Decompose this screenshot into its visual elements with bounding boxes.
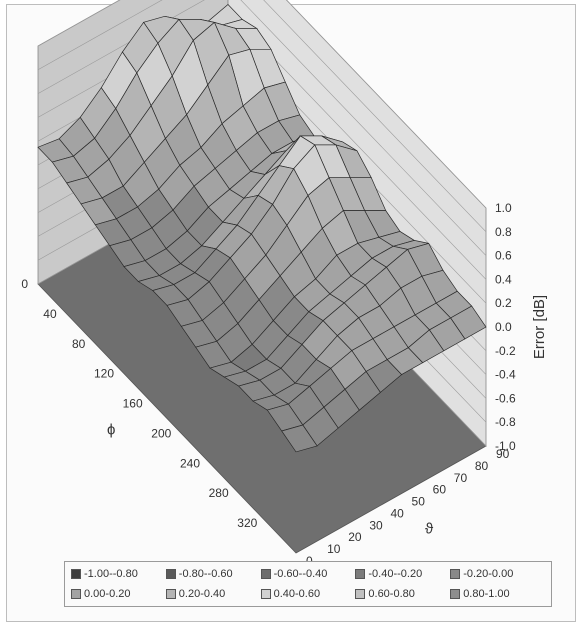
- z-tick-label: -0.8: [495, 415, 516, 429]
- legend-label: 0.20-0.40: [178, 588, 226, 600]
- legend-label: 0.80-1.00: [463, 588, 510, 600]
- legend-item: 0.80-1.00: [450, 584, 545, 604]
- x-tick-label: 0: [21, 277, 28, 291]
- legend-item: -0.40--0.20: [355, 564, 450, 584]
- surface-cell: [281, 424, 318, 453]
- x-tick-label: 120: [94, 367, 114, 381]
- legend-item: -0.20-0.00: [450, 564, 545, 584]
- legend-label: -0.80--0.60: [178, 568, 233, 580]
- z-tick-label: -0.4: [495, 368, 516, 382]
- y-tick-label: 10: [327, 542, 341, 556]
- legend-item: 0.20-0.40: [165, 584, 261, 604]
- legend-label: -1.00--0.80: [84, 568, 138, 580]
- x-tick-label: 80: [72, 337, 86, 351]
- legend-swatch: [71, 569, 81, 579]
- y-tick-label: 30: [369, 518, 383, 532]
- z-tick-label: 0.4: [495, 272, 512, 286]
- z-tick-label: -1.0: [495, 439, 516, 453]
- x-tick-label: 320: [237, 516, 257, 530]
- gridline: [37, 0, 487, 233]
- legend-swatch: [450, 569, 461, 579]
- legend-swatch: [71, 589, 81, 599]
- legend-label: 0.60-0.80: [368, 588, 415, 600]
- z-tick-label: 0.2: [495, 296, 512, 310]
- y-tick-label: 90: [496, 447, 510, 461]
- x-axis-title: ϕ: [107, 422, 115, 439]
- x-tick-label: 240: [180, 456, 200, 470]
- legend-label: -0.20-0.00: [463, 568, 514, 580]
- y-tick-label: 60: [433, 483, 447, 497]
- z-tick-label: 0.6: [495, 249, 512, 263]
- y-tick-label: 80: [475, 459, 489, 473]
- chart-legend: -1.00--0.80 -0.80--0.60 -0.60--0.40 -0.40--…: [64, 561, 552, 607]
- x-tick-label: 160: [123, 397, 143, 411]
- legend-item: 0.40-0.60: [260, 584, 356, 604]
- legend-label: 0.00-0.20: [84, 588, 131, 600]
- gridline: [37, 0, 487, 209]
- y-tick-label: 50: [412, 495, 426, 509]
- x-tick-label: 200: [151, 426, 171, 440]
- legend-item: -0.80--0.60: [165, 564, 261, 584]
- y-axis-title: ϑ: [425, 521, 434, 538]
- y-tick-label: 20: [348, 530, 362, 544]
- legend-swatch: [355, 569, 366, 579]
- z-tick-label: -0.2: [495, 344, 516, 358]
- legend-label: 0.40-0.60: [273, 588, 321, 600]
- z-tick-label: 0.8: [495, 225, 512, 239]
- z-tick-label: 1.0: [495, 201, 512, 215]
- y-tick-label: 40: [390, 506, 404, 520]
- axis-ticks: 1.0 0.8 0.6 0.4 0.2 0.0 -0.2 -0.4 -0.6 -0.8 -1.0 0 4…: [21, 201, 516, 568]
- y-tick-label: 70: [454, 471, 468, 485]
- legend-swatch: [165, 569, 176, 579]
- z-tick-label: -0.6: [495, 391, 516, 405]
- legend-label: -0.40--0.20: [368, 568, 423, 580]
- legend-swatch: [450, 589, 461, 599]
- legend-item: 0.60-0.80: [355, 584, 450, 604]
- legend-item: 0.00-0.20: [71, 584, 166, 604]
- legend-swatch: [165, 589, 176, 599]
- gridline: [37, 0, 487, 256]
- x-tick-label: 40: [43, 307, 57, 321]
- z-axis-title: Error [dB]: [531, 295, 548, 359]
- legend-swatch: [260, 569, 271, 579]
- z-tick-label: 0.0: [495, 320, 512, 334]
- legend-label: -0.60--0.40: [273, 568, 328, 580]
- legend-item: -0.60--0.40: [260, 564, 356, 584]
- surface-mesh: [37, 4, 487, 453]
- x-tick-label: 280: [209, 486, 229, 500]
- legend-swatch: [355, 589, 366, 599]
- legend-item: -1.00--0.80: [71, 564, 166, 584]
- legend-swatch: [260, 589, 271, 599]
